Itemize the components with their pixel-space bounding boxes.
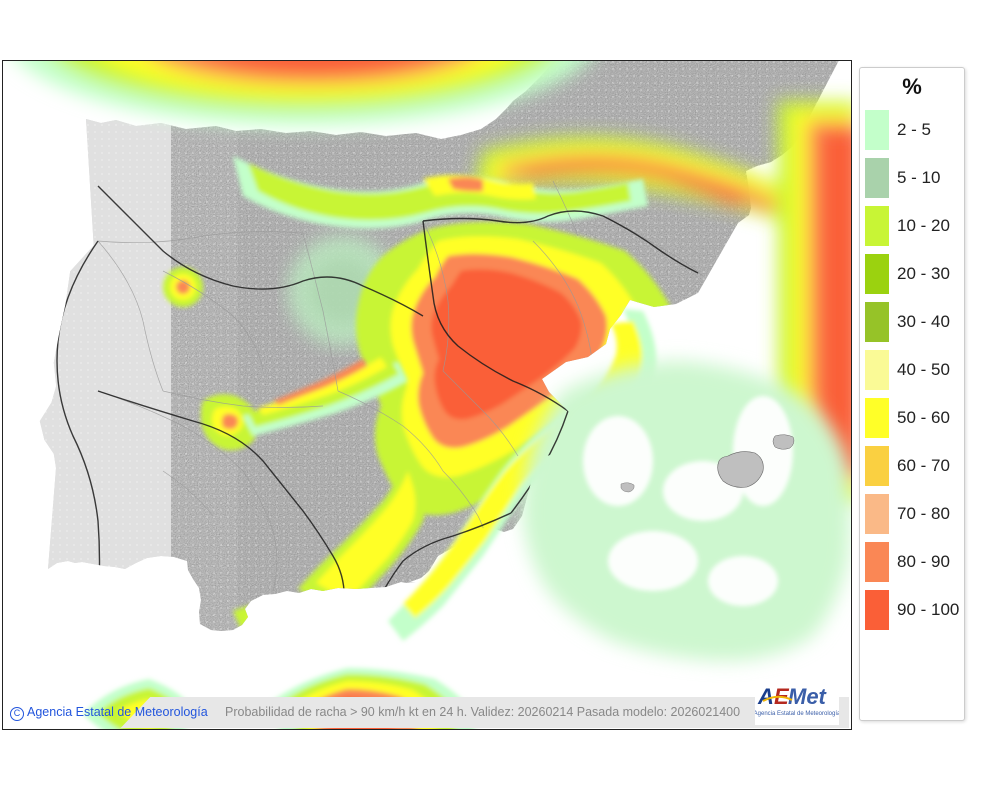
svg-text:Agencia Estatal de Meteorologí: Agencia Estatal de Meteorología bbox=[755, 711, 839, 717]
svg-text:Met: Met bbox=[788, 684, 828, 709]
svg-text:A: A bbox=[757, 684, 774, 709]
